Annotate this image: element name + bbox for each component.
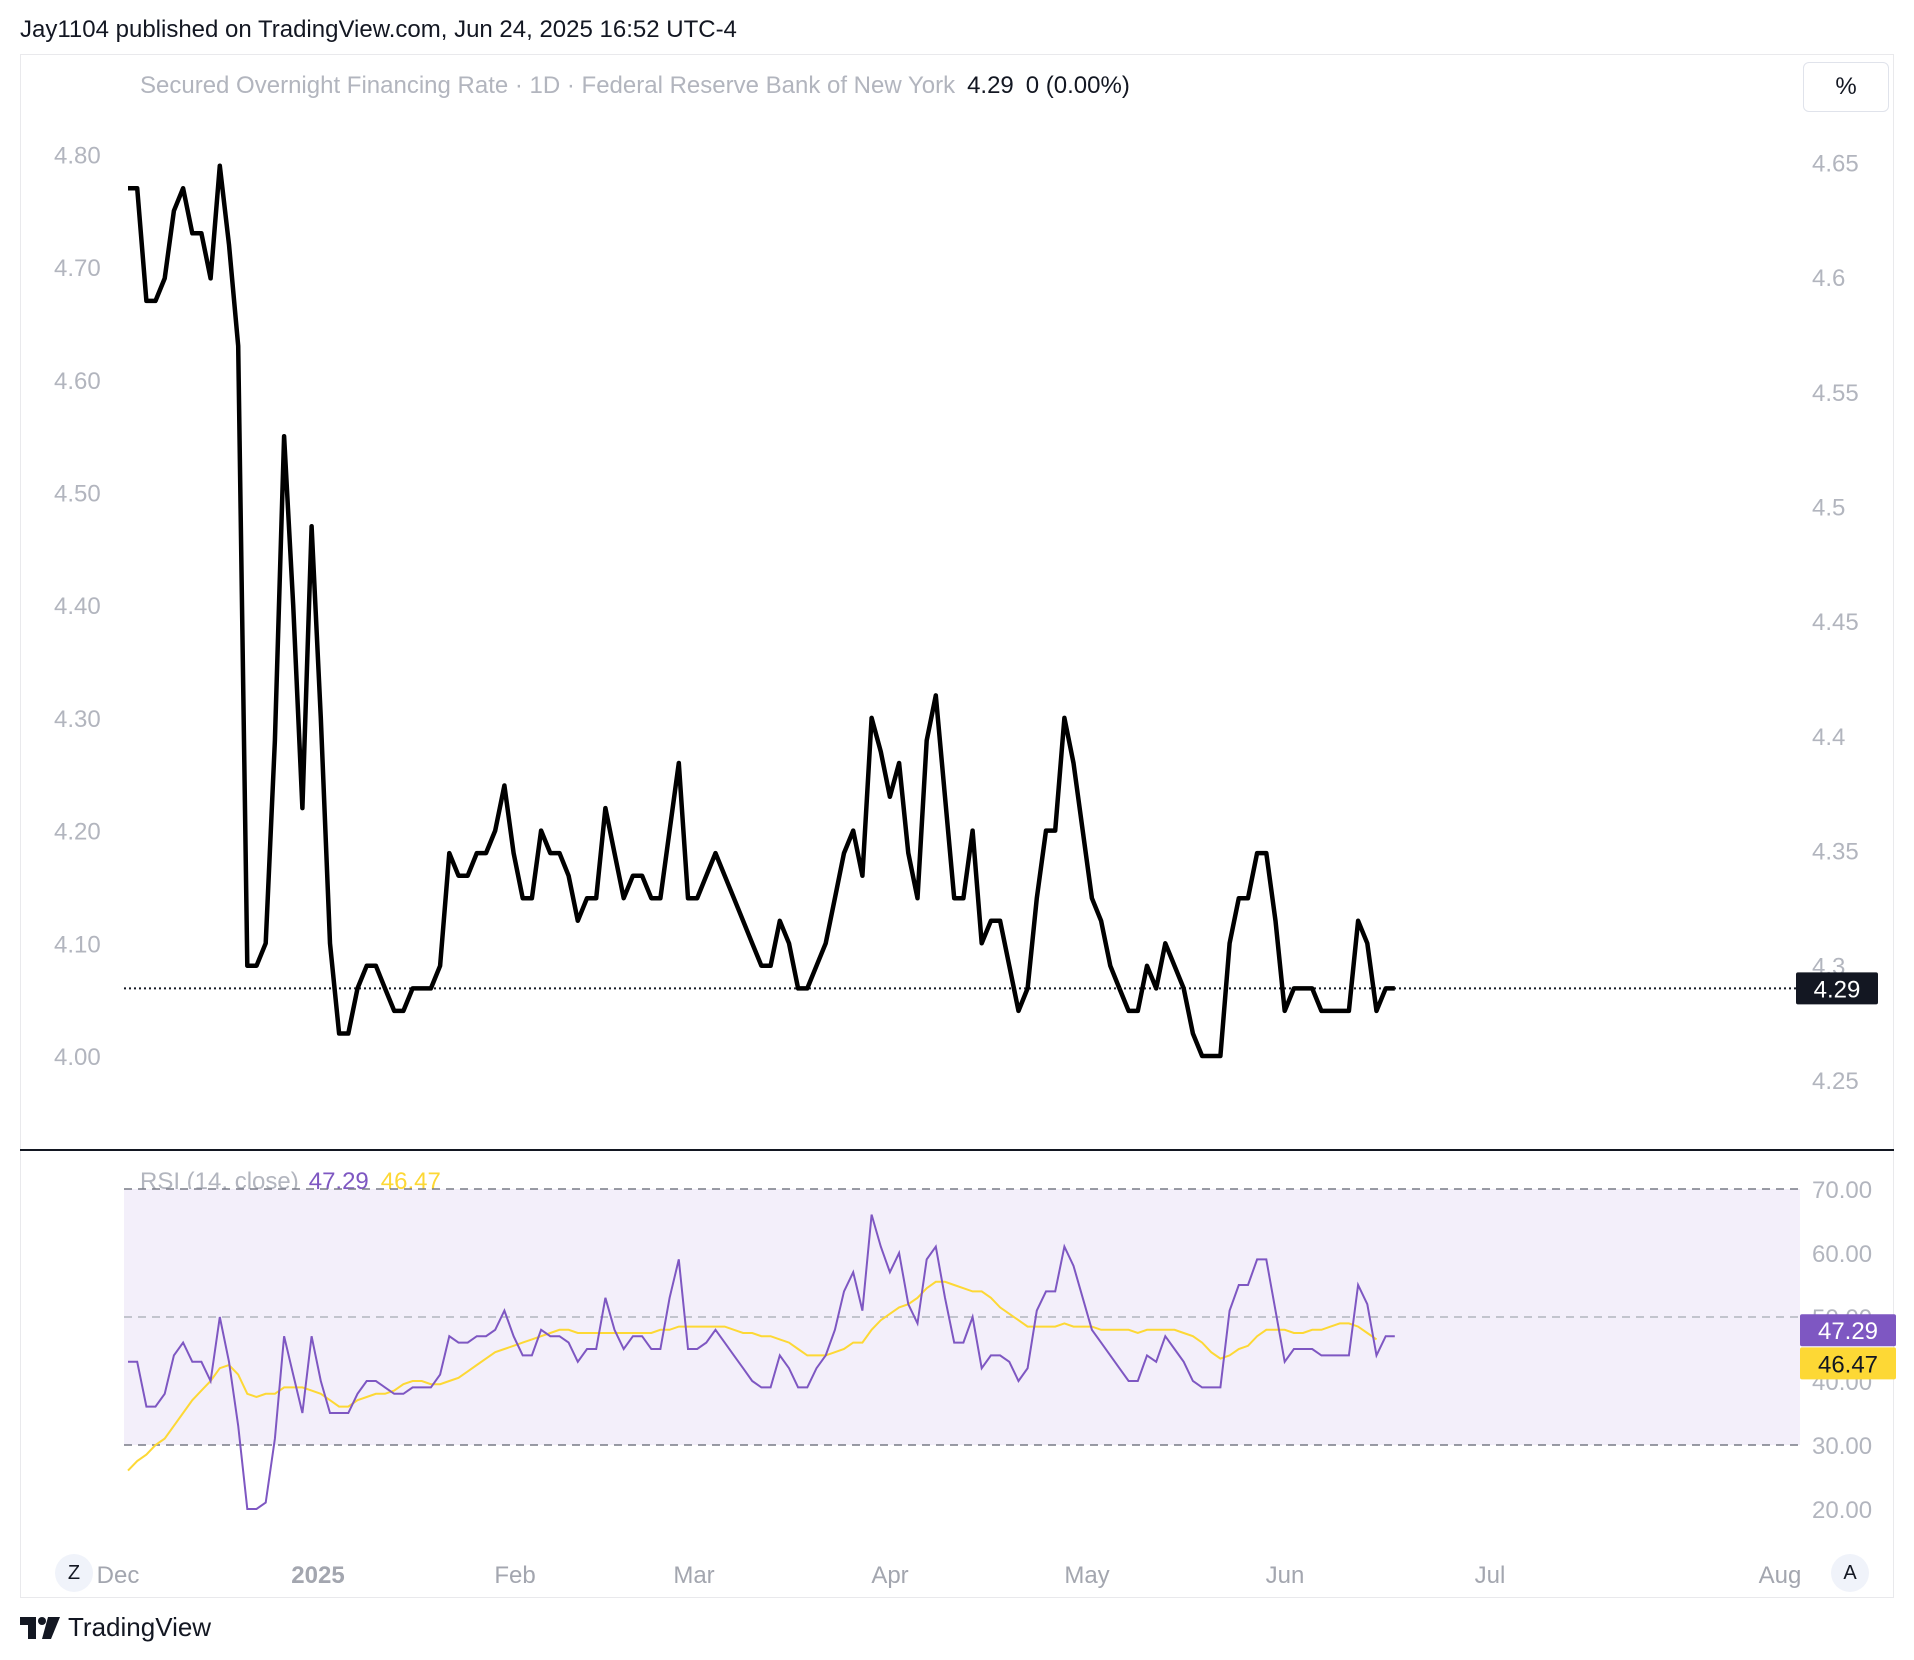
price-right-tick-label: 4.65 bbox=[1812, 150, 1859, 177]
last-value-badge bbox=[1796, 972, 1878, 1005]
x-tick-label: Jun bbox=[1266, 1562, 1305, 1589]
rsi-tick-label: 30.00 bbox=[1812, 1433, 1872, 1460]
chart-frame bbox=[20, 54, 1894, 1598]
rsi-ma-badge bbox=[1800, 1347, 1896, 1380]
price-right-tick-label: 4.55 bbox=[1812, 380, 1859, 407]
x-tick-label: May bbox=[1064, 1562, 1109, 1589]
price-right-tick-label: 4.35 bbox=[1812, 839, 1859, 866]
rsi-ma-line bbox=[127, 1280, 1378, 1472]
price-series-line bbox=[128, 163, 1395, 1059]
x-tick-label: Dec bbox=[97, 1562, 140, 1589]
price-change: 0 (0.00%) bbox=[1025, 72, 1130, 99]
tradingview-logo-icon bbox=[20, 1616, 60, 1639]
price-left-tick-label: 4.30 bbox=[54, 706, 101, 733]
auto-scale-button[interactable]: A bbox=[1831, 1554, 1869, 1592]
tradingview-logo: TradingView bbox=[20, 1612, 211, 1643]
x-tick-label: Aug bbox=[1759, 1562, 1802, 1589]
price-left-tick-label: 4.50 bbox=[54, 481, 101, 508]
symbol-title: Secured Overnight Financing Rate · 1D · … bbox=[140, 72, 956, 99]
price-left-tick-label: 4.60 bbox=[54, 368, 101, 395]
x-tick-label: Apr bbox=[871, 1562, 908, 1589]
symbol-legend: Secured Overnight Financing Rate · 1D · … bbox=[140, 72, 1130, 100]
price-left-tick-label: 4.00 bbox=[54, 1044, 101, 1071]
last-price: 4.29 bbox=[967, 72, 1014, 99]
rsi-band-fill bbox=[124, 1189, 1800, 1445]
x-tick-label: Feb bbox=[494, 1562, 535, 1589]
percent-scale-button[interactable]: % bbox=[1803, 62, 1889, 112]
price-left-tick-label: 4.80 bbox=[54, 142, 101, 169]
price-left-tick-label: 4.40 bbox=[54, 593, 101, 620]
price-left-tick-label: 4.20 bbox=[54, 819, 101, 846]
price-right-tick-label: 4.4 bbox=[1812, 724, 1845, 751]
x-tick-label: Mar bbox=[673, 1562, 714, 1589]
rsi-tick-label: 70.00 bbox=[1812, 1177, 1872, 1204]
rsi-value-badge bbox=[1800, 1314, 1896, 1347]
rsi-ma-axis-label: 46.47 bbox=[1818, 1351, 1878, 1378]
publish-line: Jay1104 published on TradingView.com, Ju… bbox=[20, 16, 737, 43]
price-right-tick-label: 4.25 bbox=[1812, 1068, 1859, 1095]
pane-divider[interactable] bbox=[20, 1149, 1894, 1151]
x-tick-label: 2025 bbox=[291, 1562, 344, 1589]
price-right-tick-label: 4.6 bbox=[1812, 265, 1845, 292]
price-right-tick-label: 4.5 bbox=[1812, 495, 1845, 522]
rsi-tick-label: 60.00 bbox=[1812, 1241, 1872, 1268]
x-tick-label: Jul bbox=[1475, 1562, 1506, 1589]
rsi-value-axis-label: 47.29 bbox=[1818, 1318, 1878, 1345]
price-left-tick-label: 4.70 bbox=[54, 255, 101, 282]
brand-name: TradingView bbox=[68, 1612, 212, 1642]
last-value-label: 4.29 bbox=[1814, 976, 1861, 1003]
price-right-tick-label: 4.45 bbox=[1812, 609, 1859, 636]
price-left-tick-label: 4.10 bbox=[54, 931, 101, 958]
rsi-line bbox=[128, 1214, 1395, 1510]
zoom-reset-button[interactable]: Z bbox=[55, 1554, 93, 1592]
rsi-tick-label: 20.00 bbox=[1812, 1497, 1872, 1524]
